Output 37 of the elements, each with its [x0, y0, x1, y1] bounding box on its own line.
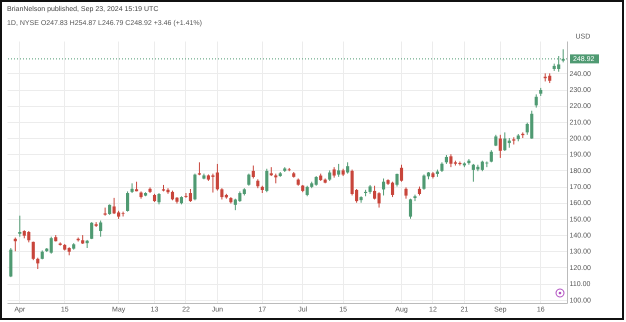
candlestick [373, 185, 376, 200]
candlestick [490, 150, 493, 163]
candlestick [337, 163, 340, 178]
candlestick [99, 220, 102, 238]
candlestick [265, 168, 268, 193]
candlestick [390, 181, 394, 198]
candlestick [108, 204, 112, 216]
candlestick [247, 173, 250, 186]
candlestick [252, 165, 255, 179]
candlestick [14, 237, 17, 252]
candlestick [400, 164, 404, 182]
candlestick [112, 197, 116, 215]
candlestick [494, 134, 498, 147]
candlestick [18, 215, 22, 238]
candlestick [440, 162, 444, 172]
candlestick [408, 198, 412, 220]
candlestick [377, 192, 381, 208]
candlestick [126, 190, 130, 212]
candlestick [332, 166, 336, 178]
candlestick [90, 222, 94, 240]
candlestick [130, 182, 134, 194]
candlestick [328, 170, 332, 182]
candlestick [216, 163, 219, 192]
candlestick [422, 174, 426, 190]
candlestick [32, 241, 35, 261]
candlestick [395, 173, 399, 188]
candlestick [498, 134, 502, 158]
candlestick [36, 257, 40, 270]
candlestick [170, 190, 174, 201]
candlestick [188, 188, 192, 202]
candlestick [157, 192, 161, 205]
candlestick [306, 185, 309, 197]
candlestick [404, 186, 408, 200]
candlestick [534, 94, 538, 108]
candlestick [274, 173, 278, 184]
candlestick [346, 162, 350, 174]
candlestick [382, 178, 386, 196]
